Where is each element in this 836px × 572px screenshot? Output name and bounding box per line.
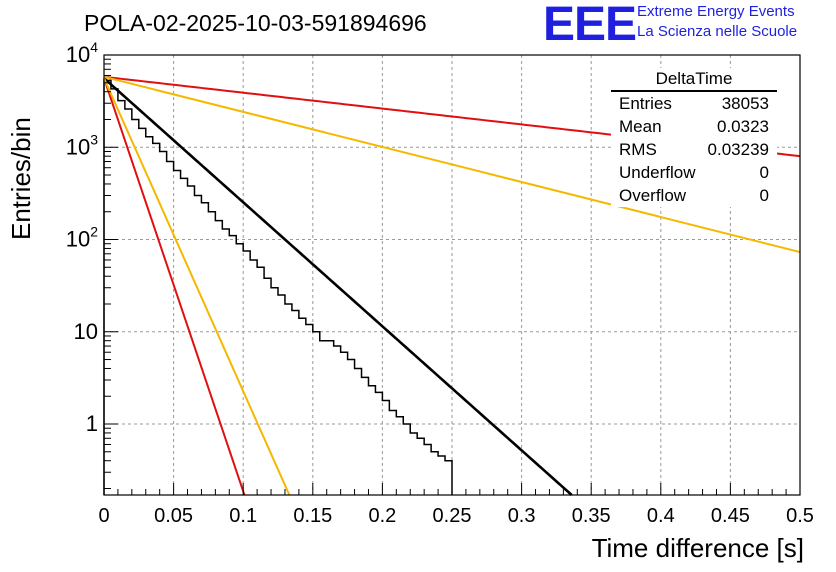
y-tick-label: 104	[66, 39, 98, 67]
stats-row: Overflow 0	[611, 184, 777, 207]
y-tick-label: 103	[66, 131, 98, 159]
chart-title: POLA-02-2025-10-03-591894696	[84, 10, 427, 36]
stats-label: Underflow	[619, 163, 696, 182]
stats-row: RMS 0.03239	[611, 138, 777, 161]
stats-row: Underflow 0	[611, 161, 777, 184]
stats-label: Overflow	[619, 186, 687, 205]
histogram	[103, 79, 453, 495]
red-fast	[103, 77, 246, 496]
orange-slow	[103, 75, 801, 254]
stats-value: 0	[759, 163, 769, 182]
x-tick-label: 0.2	[368, 505, 396, 527]
stats-row: Entries 38053	[611, 92, 777, 115]
x-tick-label: 0.45	[711, 505, 750, 527]
stats-box: DeltaTime Entries 38053 Mean 0.0323 RMS …	[611, 68, 777, 207]
orange-fast	[103, 77, 291, 496]
stats-label: Mean	[619, 117, 662, 136]
stats-row: Mean 0.0323	[611, 115, 777, 138]
logo-line-1: Extreme Energy Events	[637, 3, 795, 20]
x-tick-label: 0.05	[154, 505, 193, 527]
stats-label: Entries	[619, 94, 672, 113]
x-tick-label: 0.15	[293, 505, 332, 527]
x-tick-label: 0.5	[786, 505, 814, 527]
y-axis-label: Entries/bin	[6, 117, 36, 240]
x-tick-label: 0	[98, 505, 109, 527]
x-tick-label: 0.1	[229, 505, 257, 527]
stats-value: 0	[759, 186, 769, 205]
stats-value: 38053	[721, 94, 769, 113]
logo-line-2: La Scienza nelle Scuole	[637, 23, 798, 40]
x-tick-label: 0.35	[572, 505, 611, 527]
stats-label: RMS	[619, 140, 657, 159]
tick-labels: 0 0.05 0.1 0.15 0.2 0.25 0.3 0.35 0.4 0.45 0.5 1 10 1…	[66, 39, 814, 527]
y-tick-label: 1	[86, 411, 98, 436]
stats-value: 0.03239	[707, 140, 769, 159]
stats-value: 0.0323	[717, 117, 769, 136]
y-tick-label: 10	[74, 319, 98, 344]
x-axis-label: Time difference [s]	[591, 533, 804, 563]
x-tick-label: 0.4	[647, 505, 675, 527]
axis-ticks	[103, 54, 801, 495]
black-fit	[103, 77, 573, 496]
stats-title: DeltaTime	[611, 68, 777, 92]
eee-logo: EEE	[543, 0, 637, 51]
histogram-outline	[103, 79, 453, 495]
x-tick-label: 0.3	[508, 505, 536, 527]
y-tick-label: 102	[66, 224, 98, 252]
x-tick-label: 0.25	[433, 505, 472, 527]
